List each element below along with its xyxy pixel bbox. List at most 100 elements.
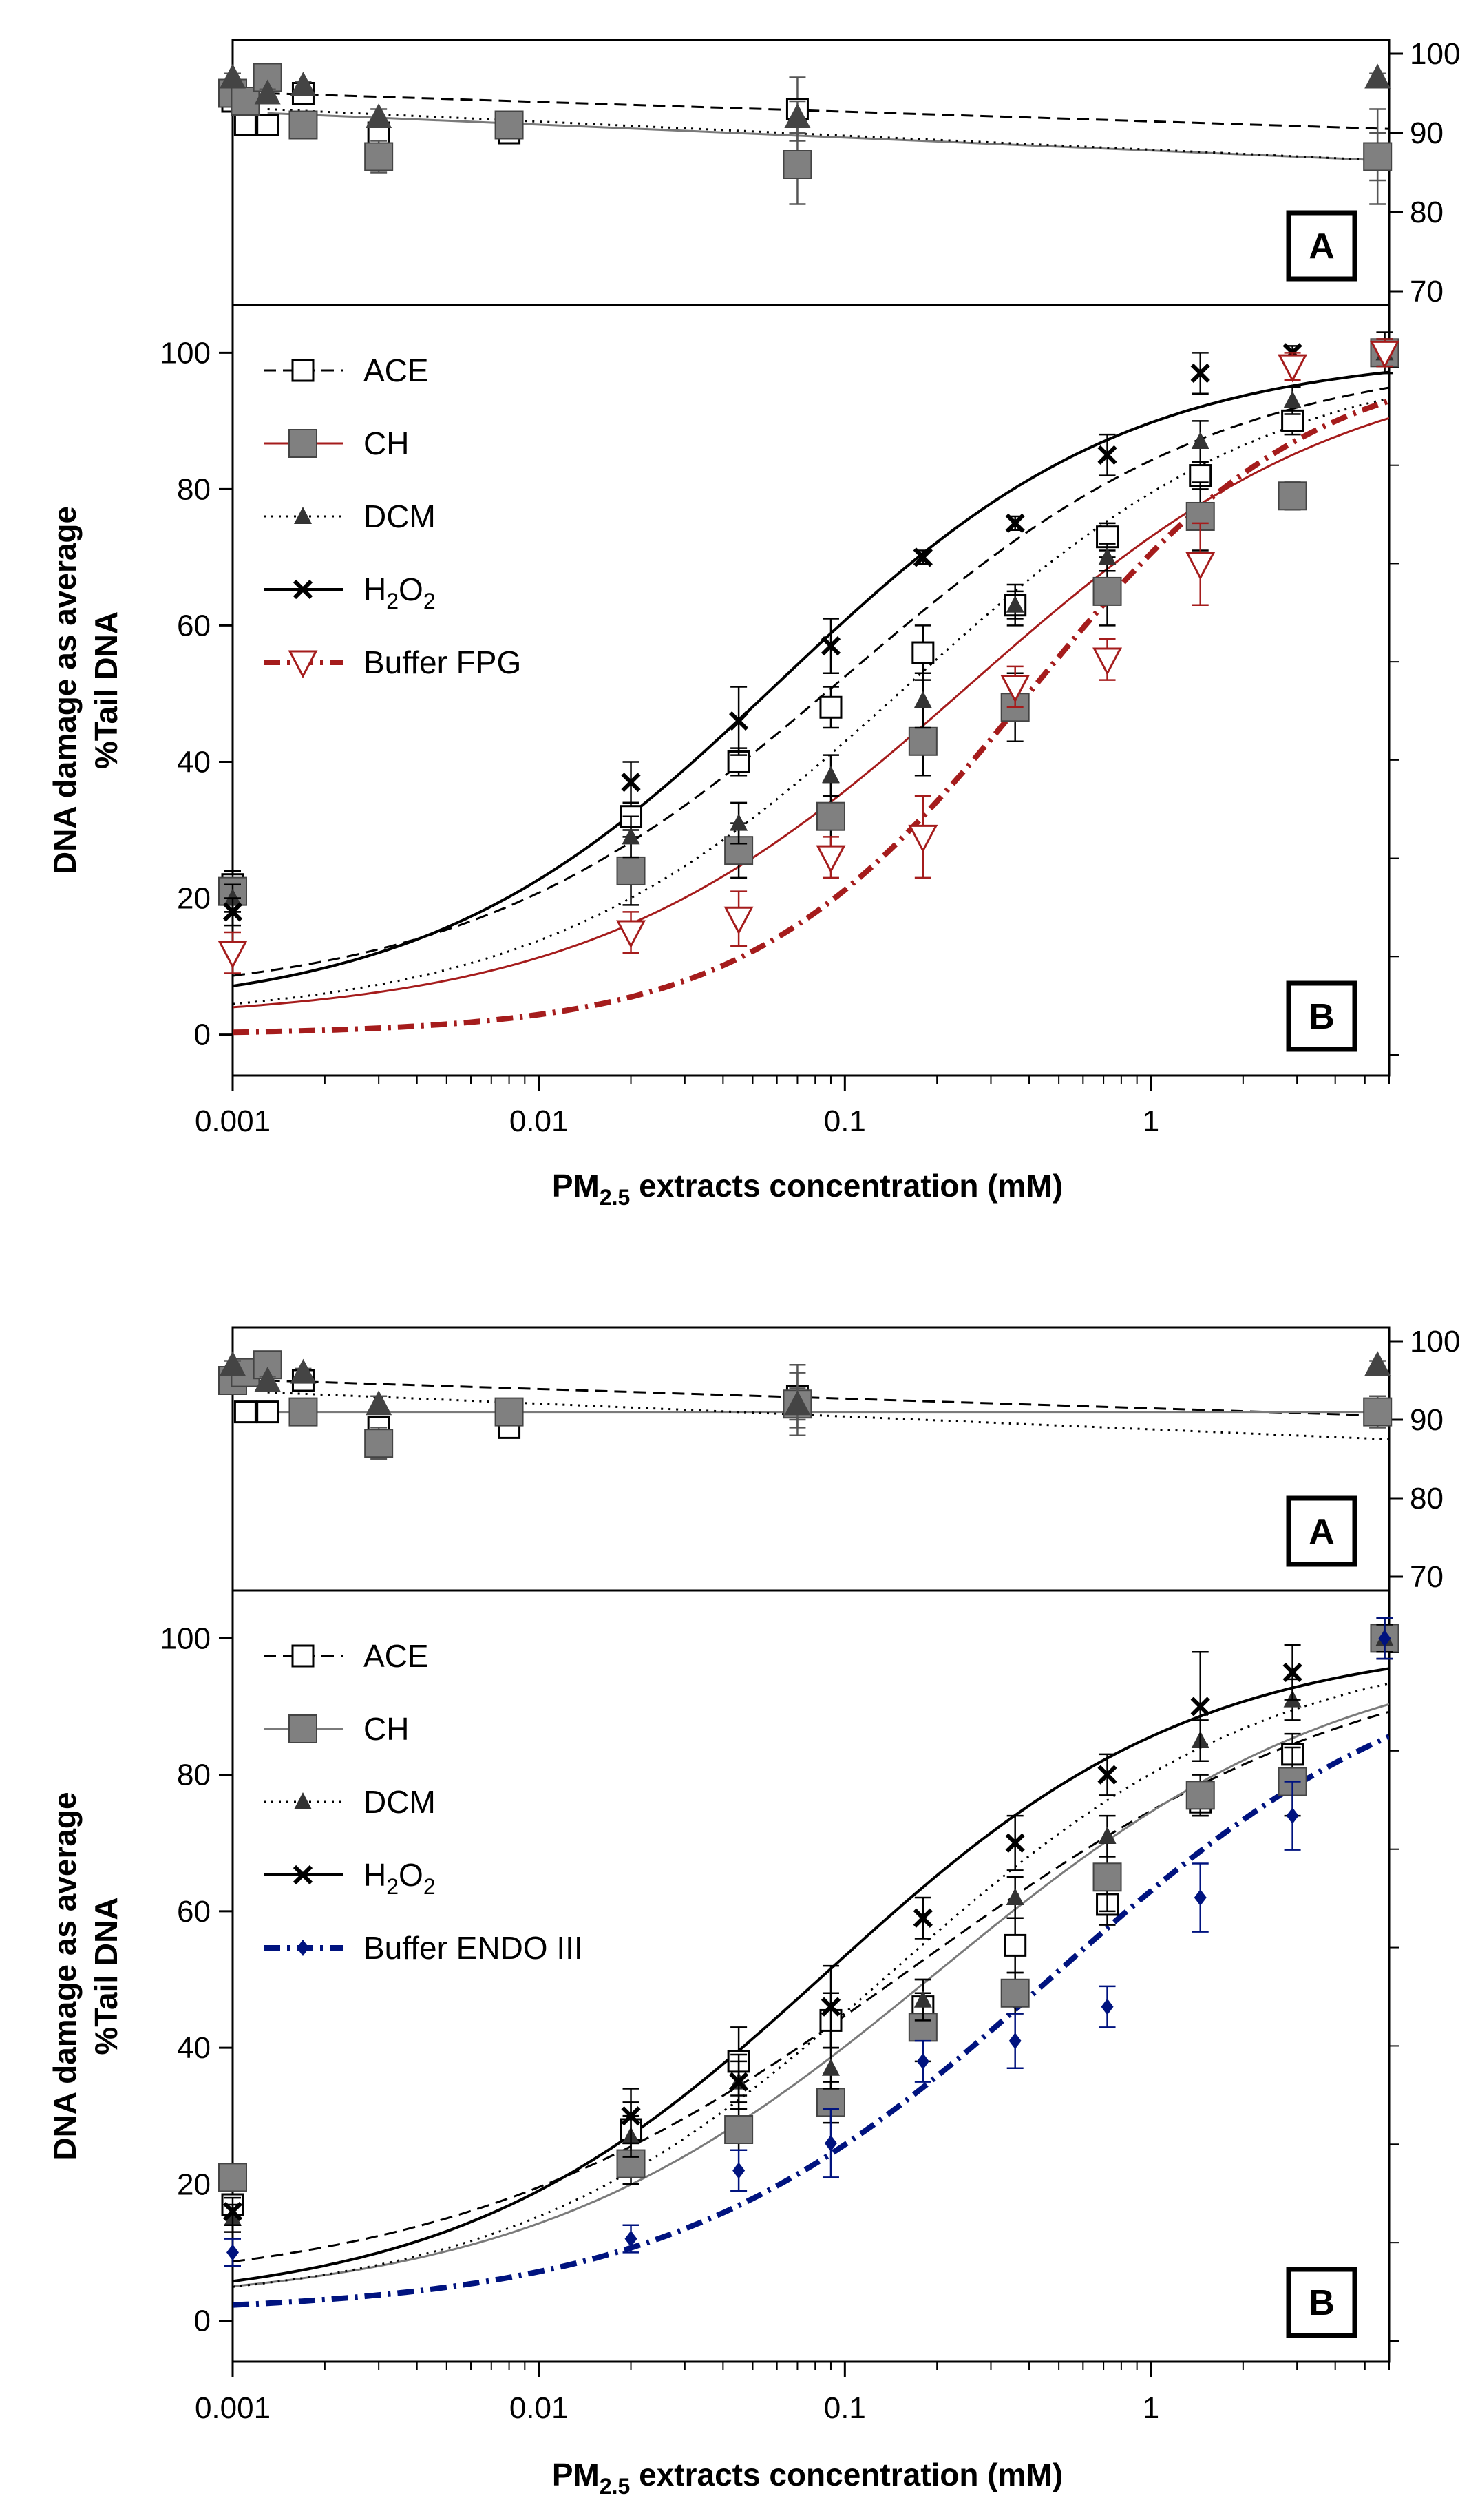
y-tick-label: 80: [177, 1758, 211, 1792]
data-point-dcm: [1364, 1351, 1391, 1376]
viability-tick-label: 70: [1410, 1560, 1444, 1594]
data-point-ch: [1092, 576, 1122, 606]
x-label-prefix: PM: [552, 2457, 600, 2492]
data-point-dcm: [290, 72, 317, 96]
data-point-ace: [819, 695, 843, 719]
data-point-ch: [218, 2163, 247, 2192]
data-point-h2o2: [1097, 1765, 1117, 1785]
viability-tick-label: 90: [1410, 116, 1444, 150]
data-point-h2o2: [913, 547, 933, 567]
data-point-buffer: [297, 1940, 309, 1956]
x-label-suffix: extracts concentration (mM): [630, 2457, 1063, 2492]
legend-label-dcm: DCM: [363, 498, 436, 534]
data-point-ch: [1000, 1978, 1030, 2008]
h2o2-sub1: 2: [386, 589, 399, 613]
viability-fit-ace: [267, 1379, 1390, 1417]
panel-a-label: A: [1309, 1512, 1335, 1552]
x-label-suffix: extracts concentration (mM): [630, 1168, 1063, 1204]
data-point-buffer: [1092, 647, 1123, 676]
data-point-h2o2: [293, 579, 313, 600]
data-point-buffer: [1369, 340, 1399, 369]
h2o2-o: O: [399, 571, 423, 607]
data-point-ch: [616, 856, 646, 885]
legend-label-h2o2: H2O2: [363, 571, 436, 613]
data-point-buffer: [218, 941, 248, 969]
data-point-ch: [494, 110, 524, 140]
x-tick-label: 0.001: [195, 1104, 271, 1138]
y-tick-label: 20: [177, 882, 211, 916]
data-point-dcm: [1006, 1888, 1024, 1906]
data-point-ch: [1363, 1397, 1393, 1427]
panel-b-label: B: [1309, 2283, 1335, 2323]
data-point-ch: [908, 726, 938, 756]
data-point-ace: [256, 1400, 279, 1424]
data-point-dcm: [366, 1390, 392, 1416]
fit-curves: [233, 370, 1389, 1036]
data-point-buffer: [723, 906, 754, 935]
data-point-dcm: [913, 691, 932, 708]
data-point-ch: [1092, 1862, 1122, 1892]
data-point-h2o2: [621, 773, 641, 792]
data-point-dcm: [784, 103, 811, 128]
data-point-dcm: [254, 1367, 281, 1392]
data-point-ch: [724, 836, 754, 865]
data-point-dcm: [1098, 1826, 1117, 1844]
data-point-dcm: [1098, 547, 1117, 565]
data-point-ch: [288, 1714, 317, 1743]
x-tick-label: 0.1: [824, 1104, 866, 1138]
h2o2-o: O: [399, 1857, 423, 1893]
panel-b-frame: [231, 304, 1391, 1077]
data-point-h2o2: [913, 1908, 933, 1928]
data-point-buffer: [1101, 1998, 1114, 2015]
data-point-dcm: [1283, 390, 1302, 408]
panel-b-frame: [231, 1589, 1391, 2363]
data-point-dcm: [224, 888, 242, 906]
data-point-ch: [816, 801, 845, 831]
y-tick-label: 100: [160, 336, 211, 370]
data-point-h2o2: [821, 1997, 841, 2017]
data-point-buffer: [908, 824, 938, 853]
viability-fit-ch: [267, 112, 1390, 162]
y-tick-label: 0: [194, 2304, 211, 2338]
data-point-dcm: [730, 813, 748, 831]
x-tick-label: 1: [1143, 2391, 1159, 2425]
h2o2-sub2: 2: [423, 589, 436, 613]
data-point-ace: [911, 641, 935, 664]
data-point-ace: [291, 1644, 315, 1668]
data-point-dcm: [1364, 63, 1391, 89]
series-h2o2: [222, 343, 1302, 927]
data-point-buffer: [226, 2244, 239, 2261]
panel-a-viability: [218, 1350, 1393, 1460]
data-point-ch: [1278, 481, 1307, 511]
data-point-buffer: [1185, 552, 1216, 580]
y-tick-label: 60: [177, 1895, 211, 1929]
data-point-dcm: [1006, 595, 1024, 613]
data-point-ace: [256, 114, 279, 136]
data-point-dcm: [294, 1792, 312, 1809]
data-point-buffer: [824, 2134, 837, 2152]
data-point-ch: [288, 110, 318, 140]
data-point-dcm: [913, 1990, 932, 2008]
data-point-ace: [233, 114, 257, 136]
data-point-h2o2: [1005, 1833, 1025, 1853]
panel-a-box: [1286, 210, 1357, 282]
data-point-h2o2: [293, 1865, 313, 1885]
y-tick-label: 100: [160, 1621, 211, 1655]
data-point-ace: [291, 359, 315, 382]
x-tick-label: 0.01: [509, 2391, 569, 2425]
viability-tick-label: 80: [1410, 1482, 1444, 1515]
y-tick-label: 0: [194, 1018, 211, 1052]
data-point-dcm: [294, 507, 312, 524]
y-tick-label: 80: [177, 472, 211, 506]
x-tick-label: 0.1: [824, 2391, 866, 2425]
viability-tick-label: 100: [1410, 37, 1460, 71]
figure-2: 0.001 0.01 0.1 1 PM2.5 extracts concentratio…: [47, 1325, 1460, 2499]
data-point-ch: [288, 429, 317, 458]
legend-label-ch: CH: [363, 426, 409, 461]
data-point-ch: [494, 1397, 524, 1427]
data-point-buffer: [1378, 1630, 1391, 1647]
viability-fit-dcm: [267, 1391, 1390, 1440]
data-point-buffer: [288, 650, 318, 679]
